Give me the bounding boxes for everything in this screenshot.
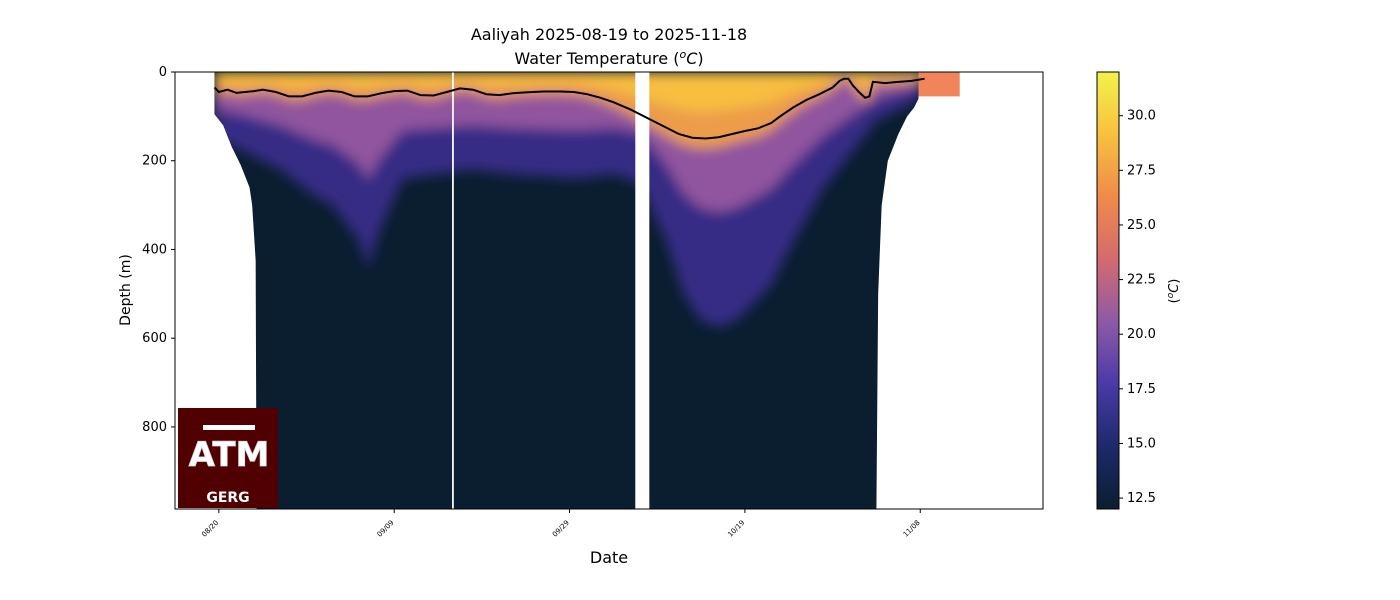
surface-warm-band <box>214 72 919 112</box>
colorbar-tick-label: 22.5 <box>1127 273 1156 288</box>
colorbar-strip <box>1096 71 1120 510</box>
y-axis-label: Depth (m) <box>118 254 134 326</box>
cbar-label-unit: C <box>1167 283 1182 293</box>
title-line2-prefix: Water Temperature ( <box>514 49 679 68</box>
logo-subtext: GERG <box>206 490 249 506</box>
colorbar-tick-label: 12.5 <box>1127 491 1156 506</box>
surface-extension <box>918 72 960 97</box>
y-tick-label: 200 <box>142 154 167 169</box>
title-line2-suffix: ) <box>697 49 703 68</box>
cbar-label-prefix: ( <box>1167 298 1182 303</box>
colorbar-tick-label: 30.0 <box>1127 109 1156 124</box>
plot-frame <box>174 71 1044 510</box>
title-line2-unit: C <box>686 49 698 68</box>
colorbar-tick-label: 15.0 <box>1127 436 1156 451</box>
y-axis: 0 200 400 600 800 <box>142 65 175 435</box>
y-tick-label: 400 <box>142 242 167 257</box>
y-tick-label: 0 <box>159 65 167 80</box>
logo-letters: ATM <box>189 435 270 475</box>
chart-title-line1: Aaliyah 2025-08-19 to 2025-11-18 <box>471 25 747 44</box>
cbar-label-sup: o <box>1166 292 1176 298</box>
x-tick-label: 10/19 <box>726 519 746 539</box>
logo-bar <box>203 425 255 430</box>
data-gaps <box>452 72 650 509</box>
tamu-gerg-logo: ATM GERG <box>178 408 278 508</box>
surface-extension-block <box>918 72 960 97</box>
x-tick-label: 09/29 <box>551 519 571 539</box>
colorbar-ticks: 12.5 15.0 17.5 20.0 22.5 25.0 27.5 30.0 <box>1119 109 1156 506</box>
chart-title-line2: Water Temperature (oC) <box>514 48 703 68</box>
x-tick-label: 09/09 <box>376 519 396 539</box>
mixed-layer-line <box>213 77 925 140</box>
cbar-label-suffix: ) <box>1167 279 1182 284</box>
gap-column <box>452 72 454 509</box>
y-tick-label: 600 <box>142 331 167 346</box>
x-axis: 08/20 09/09 09/29 10/19 11/08 <box>200 509 922 539</box>
title-line2-sup: o <box>679 48 686 61</box>
logo-background <box>178 408 278 508</box>
x-axis-label: Date <box>590 548 628 567</box>
colorbar-tick-label: 20.0 <box>1127 327 1156 342</box>
x-tick-label: 11/08 <box>902 519 922 539</box>
colorbar-tick-label: 27.5 <box>1127 163 1156 178</box>
colorbar-tick-label: 17.5 <box>1127 382 1156 397</box>
plot-area <box>174 71 1044 510</box>
colorbar-tick-label: 25.0 <box>1127 218 1156 233</box>
y-tick-label: 800 <box>142 420 167 435</box>
colorbar-label: (oC) <box>1166 279 1182 304</box>
gap-column <box>635 72 650 509</box>
colorbar: 12.5 15.0 17.5 20.0 22.5 25.0 27.5 30.0 (oC) <box>1096 71 1182 510</box>
x-tick-label: 08/20 <box>200 519 220 539</box>
